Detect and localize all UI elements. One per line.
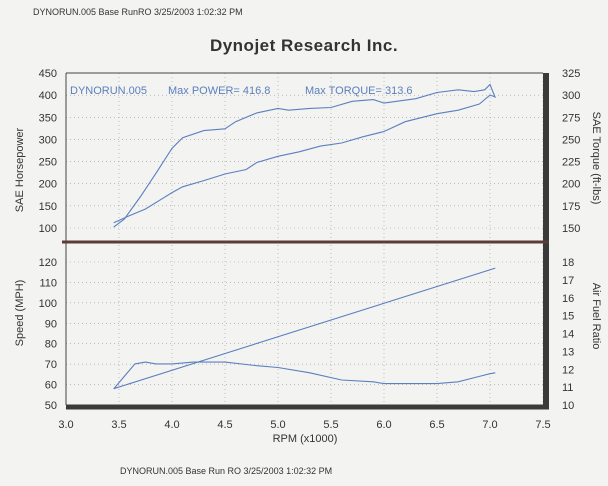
traces [113, 83, 496, 390]
tick-label-rpm: 3.5 [111, 419, 126, 431]
tick-label-speed: 60 [45, 380, 57, 392]
tick-label-horsepower: 450 [39, 68, 57, 80]
tick-label-air-fuel: 17 [562, 275, 574, 287]
tick-label-air-fuel: 15 [562, 311, 574, 323]
tick-label-torque: 225 [562, 157, 580, 169]
tick-label-horsepower: 350 [39, 112, 57, 124]
chart-frame [62, 72, 549, 410]
tick-label-air-fuel: 10 [562, 400, 574, 412]
tick-label-rpm: 3.0 [58, 419, 73, 431]
tick-label-torque: 250 [562, 134, 580, 146]
tick-label-torque: 325 [562, 68, 580, 80]
horsepower-trace [113, 94, 496, 224]
tick-label-speed: 120 [39, 257, 57, 269]
tick-labels: 450 400 350 300 250 200 150 100 325 300 275 250 225 2… [39, 68, 581, 431]
tick-label-horsepower: 200 [39, 179, 57, 191]
tick-label-torque: 300 [562, 90, 580, 102]
air-fuel-trace [113, 361, 496, 390]
tick-label-speed: 50 [45, 400, 57, 412]
tick-label-torque: 175 [562, 201, 580, 213]
tick-label-horsepower: 250 [39, 157, 57, 169]
x-axis-label: RPM (x1000) [273, 433, 338, 445]
tick-label-horsepower: 300 [39, 134, 57, 146]
tick-label-air-fuel: 11 [562, 382, 573, 394]
tick-label-rpm: 5.5 [323, 419, 338, 431]
tick-label-rpm: 4.0 [164, 419, 179, 431]
y-axis-label-speed: Speed (MPH) [14, 280, 26, 347]
tick-label-speed: 100 [39, 298, 57, 310]
tick-label-torque: 150 [562, 223, 580, 235]
y-axis-label-horsepower: SAE Horsepower [14, 127, 26, 212]
tick-label-speed: 90 [45, 318, 57, 330]
y-axis-label-torque: SAE Torque (ft-lbs) [590, 112, 602, 205]
tick-label-torque: 275 [562, 112, 580, 124]
tick-label-rpm: 6.0 [376, 419, 391, 431]
tick-label-rpm: 4.5 [217, 419, 232, 431]
tick-label-rpm: 7.0 [482, 419, 497, 431]
tick-label-rpm: 6.5 [429, 419, 444, 431]
tick-label-air-fuel: 14 [562, 329, 574, 341]
tick-label-rpm: 5.0 [270, 419, 285, 431]
tick-label-air-fuel: 18 [562, 257, 574, 269]
tick-label-horsepower: 100 [39, 223, 57, 235]
tick-label-air-fuel: 13 [562, 346, 574, 358]
tick-label-air-fuel: 16 [562, 293, 574, 305]
speed-trace [113, 267, 496, 390]
y-axis-label-air-fuel: Air Fuel Ratio [590, 283, 602, 350]
tick-label-horsepower: 400 [39, 90, 57, 102]
torque-trace [113, 83, 496, 228]
annotation-run-name: DYNORUN.005 [70, 85, 147, 97]
grid-lines [65, 72, 544, 406]
tick-label-horsepower: 150 [39, 201, 57, 213]
tick-label-torque: 200 [562, 179, 580, 191]
tick-label-rpm: 7.5 [535, 419, 550, 431]
header-run-info: DYNORUN.005 Base RunRO 3/25/2003 1:02:32… [33, 7, 243, 17]
chart-title: Dynojet Research Inc. [209, 36, 399, 55]
tick-label-speed: 80 [45, 339, 57, 351]
annotation-max-power: Max POWER= 416.8 [168, 85, 270, 97]
annotation-max-torque: Max TORQUE= 313.6 [305, 85, 413, 97]
tick-label-speed: 70 [45, 359, 57, 371]
tick-label-air-fuel: 12 [562, 364, 574, 376]
tick-label-speed: 110 [39, 277, 57, 289]
footer-run-info: DYNORUN.005 Base Run RO 3/25/2003 1:02:3… [120, 466, 333, 476]
